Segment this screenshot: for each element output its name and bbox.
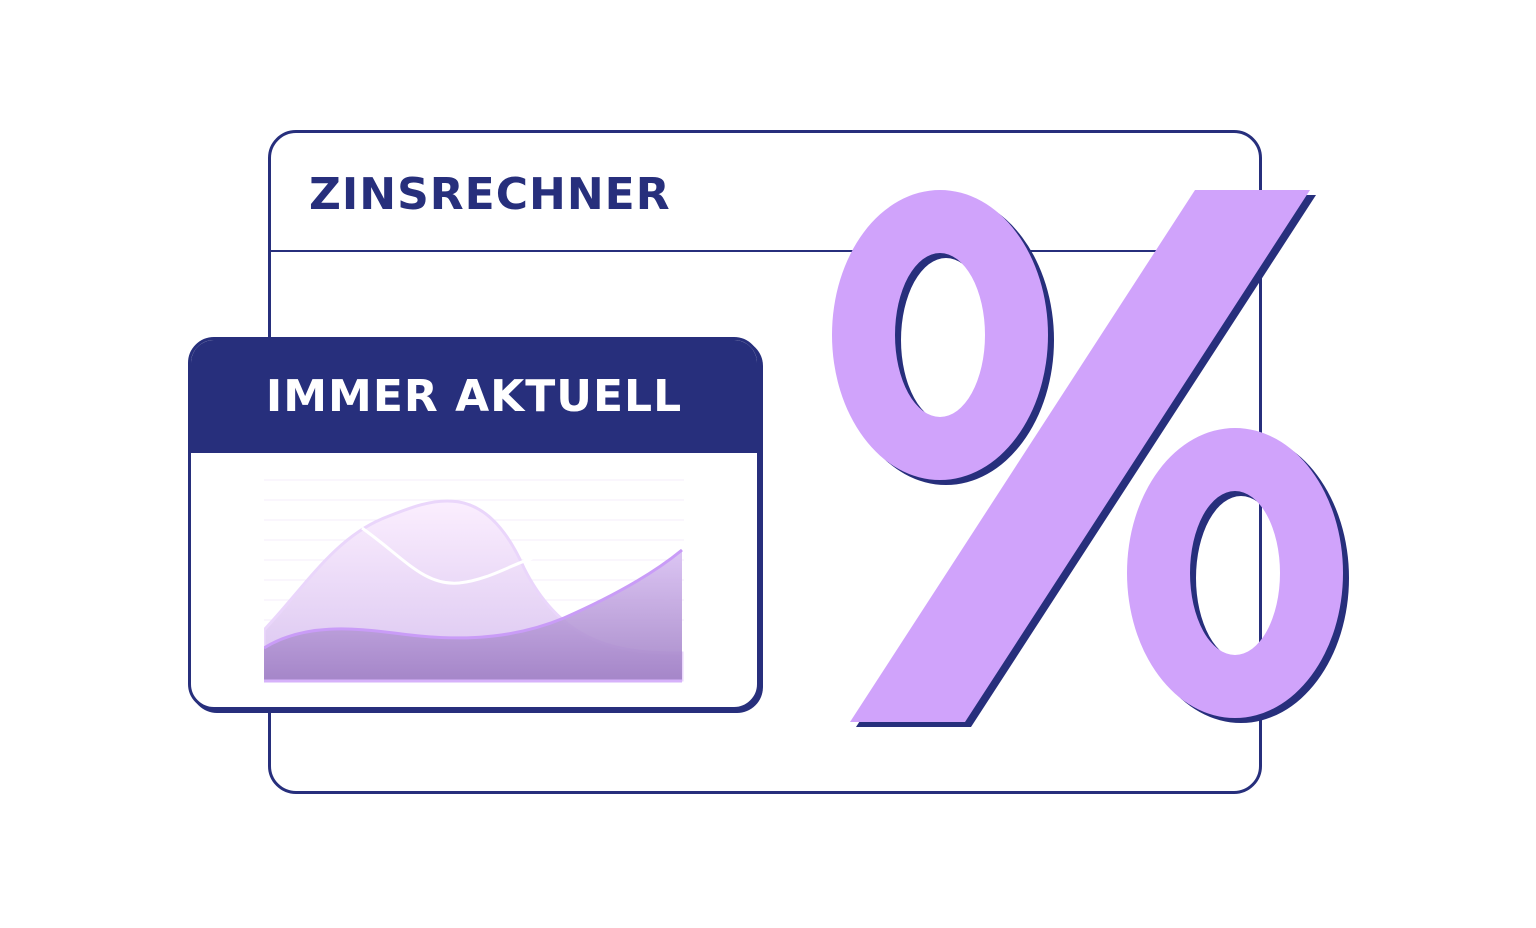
badge-card: IMMER AKTUELL xyxy=(188,337,760,710)
purple-line xyxy=(264,548,683,650)
decorative-area-chart-icon xyxy=(264,479,684,683)
badge-title: IMMER AKTUELL xyxy=(265,371,683,422)
white-line xyxy=(361,526,537,585)
percent-glyph xyxy=(832,190,1343,722)
front-area xyxy=(264,550,682,680)
header-divider xyxy=(271,250,1259,252)
badge-header: IMMER AKTUELL xyxy=(191,340,757,453)
calculator-title: ZINSRECHNER xyxy=(309,169,671,220)
